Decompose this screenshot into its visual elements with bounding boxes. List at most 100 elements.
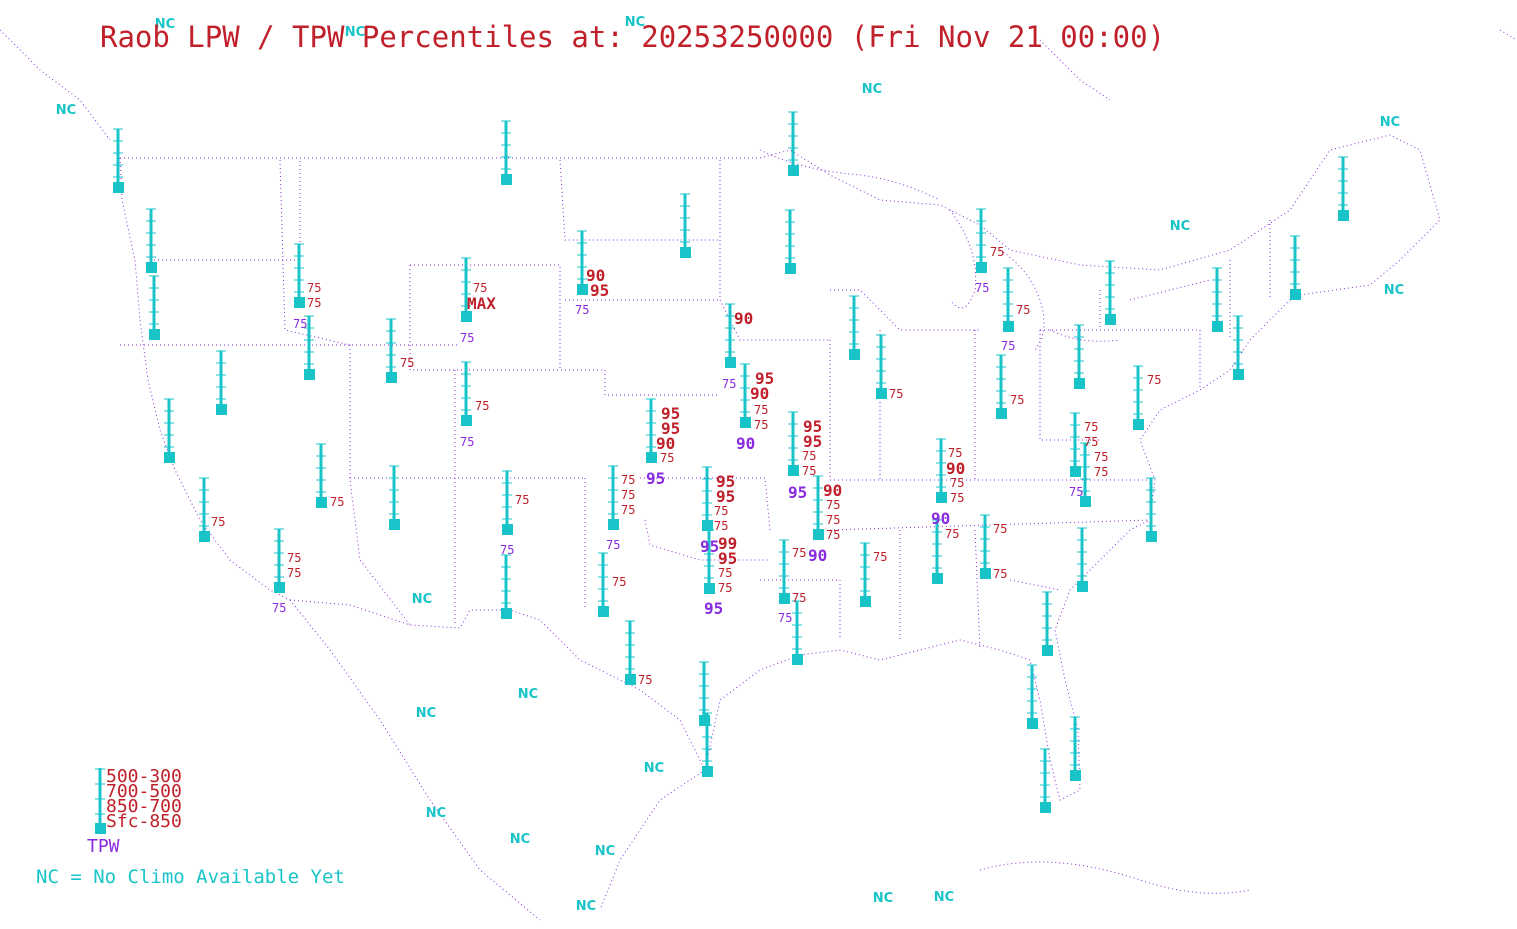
- page-title: Raob LPW / TPW Percentiles at: 202532500…: [100, 20, 1166, 54]
- station-marker: [608, 465, 619, 530]
- percentile-label: 75: [722, 377, 736, 391]
- nc-label: NC: [1170, 219, 1190, 234]
- station-marker: [646, 398, 657, 463]
- station-marker: [294, 243, 305, 308]
- percentile-label: 75: [1084, 420, 1098, 434]
- station-marker: [1042, 591, 1053, 656]
- nc-label: NC: [426, 806, 446, 821]
- station-marker: [779, 539, 790, 604]
- percentile-label: 75: [1094, 465, 1108, 479]
- nc-label: NC: [155, 17, 175, 32]
- station-marker: [740, 363, 751, 428]
- station-marker: [876, 334, 887, 399]
- percentile-label: 75: [993, 567, 1007, 581]
- station-marker: [792, 600, 803, 665]
- station-marker: [502, 470, 513, 535]
- percentile-label: 75: [993, 522, 1007, 536]
- percentile-label: 75: [606, 538, 620, 552]
- station-marker: [625, 620, 636, 685]
- station-marker: [996, 354, 1007, 419]
- percentile-label: 95: [646, 469, 665, 488]
- percentile-label: 75: [718, 566, 732, 580]
- percentile-label: 75: [975, 281, 989, 295]
- percentile-label: 75: [621, 473, 635, 487]
- percentile-label: 95: [704, 599, 723, 618]
- station-marker: [702, 466, 713, 531]
- percentile-label: 75: [575, 303, 589, 317]
- station-marker: [1003, 267, 1014, 332]
- percentile-label: 95: [755, 369, 774, 388]
- percentile-label: 95: [716, 472, 735, 491]
- station-marker: [146, 208, 157, 273]
- station-marker: [598, 552, 609, 617]
- percentile-label: 75: [948, 446, 962, 460]
- station-marker: [461, 257, 472, 322]
- percentile-label: 95: [788, 483, 807, 502]
- nc-label: NC: [345, 25, 365, 40]
- nc-label: NC: [56, 103, 76, 118]
- nc-label: NC: [416, 706, 436, 721]
- legend-layer-sfc-850: Sfc-850: [106, 811, 182, 832]
- percentile-label: 95: [661, 404, 680, 423]
- percentile-label: 75: [1001, 339, 1015, 353]
- nc-label: NC: [1380, 115, 1400, 130]
- percentile-label: 75: [950, 491, 964, 505]
- percentile-label: 75: [792, 546, 806, 560]
- percentile-label: 75: [1084, 435, 1098, 449]
- percentile-label: 75: [754, 418, 768, 432]
- legend-nc-note: NC = No Climo Available Yet: [36, 866, 345, 888]
- station-marker: [1233, 315, 1244, 380]
- station-marker: [1074, 324, 1085, 389]
- percentile-label: 90: [931, 509, 950, 528]
- station-marker: [932, 519, 943, 584]
- percentile-label: 75: [307, 296, 321, 310]
- station-markers: [113, 111, 1349, 813]
- station-marker: [1133, 365, 1144, 430]
- station-marker: [113, 128, 124, 193]
- percentile-label: 75: [400, 356, 414, 370]
- percentile-label: 75: [272, 601, 286, 615]
- nc-label: NC: [412, 592, 432, 607]
- percentile-label: 95: [590, 281, 609, 300]
- station-marker: [680, 193, 691, 258]
- percentile-label: 75: [293, 317, 307, 331]
- station-marker: [980, 514, 991, 579]
- station-marker: [860, 542, 871, 607]
- percentile-label: 75: [500, 543, 514, 557]
- percentile-label: 75: [1147, 373, 1161, 387]
- station-marker: [501, 120, 512, 185]
- station-marker: [699, 661, 710, 726]
- percentile-label: 75: [660, 451, 674, 465]
- percentile-label: 95: [661, 419, 680, 438]
- station-marker: [164, 398, 175, 463]
- percentile-label: 75: [211, 515, 225, 529]
- percentile-label: 75: [1069, 485, 1083, 499]
- station-marker: [501, 554, 512, 619]
- station-marker: [976, 208, 987, 273]
- nc-label: NC: [576, 899, 596, 914]
- station-marker: [849, 295, 860, 360]
- percentile-label: 75: [778, 611, 792, 625]
- percentile-label: 90: [808, 546, 827, 565]
- percentile-label: 75: [950, 476, 964, 490]
- percentile-label: 75: [889, 387, 903, 401]
- station-marker: [304, 315, 315, 380]
- percentile-label: 75: [718, 581, 732, 595]
- station-marker: [704, 529, 715, 594]
- station-marker: [1338, 156, 1349, 221]
- percentile-label: 95: [803, 432, 822, 451]
- percentile-label: 75: [475, 399, 489, 413]
- station-marker: [316, 443, 327, 508]
- percentile-label: 75: [714, 504, 728, 518]
- percentile-label: 75: [621, 503, 635, 517]
- percentile-label: 90: [734, 309, 753, 328]
- station-marker: [199, 477, 210, 542]
- nc-label: NC: [625, 15, 645, 30]
- percentile-label: 75: [330, 495, 344, 509]
- station-marker: [785, 209, 796, 274]
- state-borders: [0, 29, 1517, 921]
- station-marker: [149, 275, 160, 340]
- station-marker: [1146, 477, 1157, 542]
- station-marker: [936, 438, 947, 503]
- percentile-label: 90: [736, 434, 755, 453]
